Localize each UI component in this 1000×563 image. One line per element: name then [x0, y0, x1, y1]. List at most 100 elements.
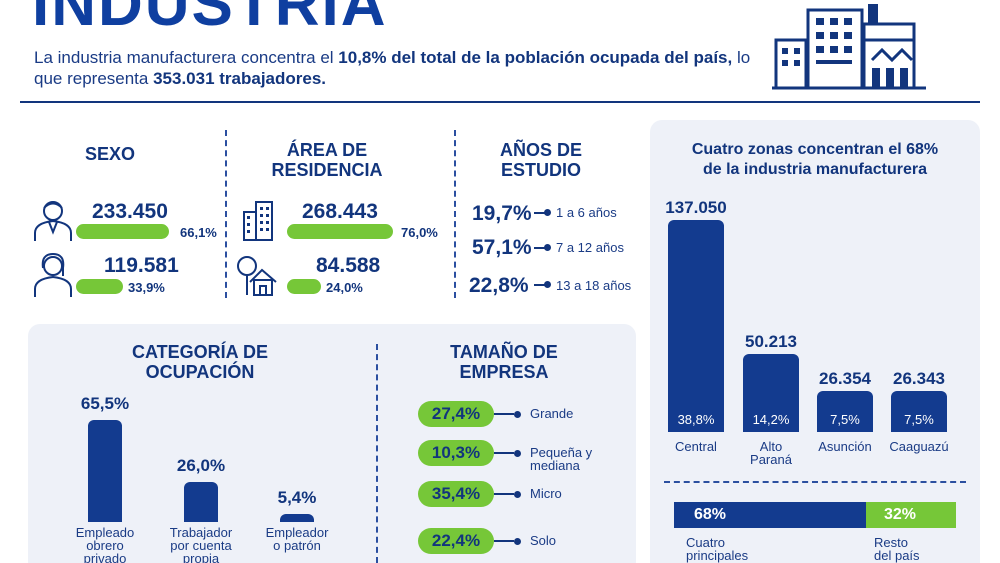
empresa-chart: 27,4% Grande 10,3% Pequeña y mediana 35,4% Mic… [418, 400, 618, 560]
empresa-category-label: Grande [530, 406, 574, 421]
subtitle-text-1: La industria manufacturera concentra el [34, 48, 339, 67]
zona-value-label: 26.343 [893, 369, 945, 388]
connector-dot [514, 538, 521, 545]
page-title: INDUSTRIA [32, 0, 388, 39]
zona-bar [743, 354, 799, 432]
estudio-title: AÑOS DE ESTUDIO [478, 140, 604, 180]
connector-line [534, 247, 546, 249]
subtitle-bold-1: 10,8% del total de la población ocupada … [338, 48, 733, 67]
ocupacion-bar [184, 482, 218, 522]
header-divider [20, 101, 980, 103]
estudio-title-line2: ESTUDIO [500, 160, 581, 180]
sexo-mujeres-value: 119.581 [104, 254, 179, 277]
zonas-chart: 137.050 38,8% Central 50.213 14,2% Alto Paraná… [660, 196, 970, 468]
zona-bar [817, 391, 873, 432]
zona-value-label: 26.354 [819, 369, 871, 388]
zona-share-label: 14,2% [752, 412, 790, 427]
ocupacion-chart: 65,5% Empleado obrero privado 26,0% Trabajado… [60, 380, 360, 563]
area-title-line2: RESIDENCIA [271, 160, 383, 180]
estudio-title-line1: AÑOS DE [499, 140, 582, 160]
connector-dot [544, 244, 551, 251]
empresa-value-pill: 35,4% [418, 481, 494, 507]
man-icon [34, 201, 72, 241]
zona-share-label: 7,5% [830, 412, 860, 427]
connector-line [494, 452, 514, 454]
area-urbana-bar [287, 224, 393, 239]
estudio-pct-2: 57,1% [472, 236, 532, 259]
sexo-hombres-value: 233.450 [92, 200, 168, 223]
estudio-pct-1: 19,7% [472, 202, 532, 225]
area-rural-bar [287, 279, 321, 294]
zona-bar [668, 220, 724, 432]
ocupacion-title: CATEGORÍA DE OCUPACIÓN [110, 342, 290, 382]
page-subtitle: La industria manufacturera concentra el … [34, 47, 774, 89]
empresa-category-label: Pequeña y mediana [530, 445, 593, 473]
zona-category-label: Asunción [818, 439, 872, 454]
connector-line [534, 284, 546, 286]
zona-category-label: Central [675, 439, 717, 454]
subtitle-text-2: lo que representa [34, 48, 751, 88]
split-label-resto: Resto del país [874, 535, 920, 563]
estudio-pct-3: 22,8% [469, 274, 529, 297]
connector-dot [514, 491, 521, 498]
zonas-title-line2: de la industria manufacturera [702, 161, 928, 178]
sexo-hombres-pct: 66,1% [180, 225, 217, 240]
empresa-category-label: Solo [530, 533, 557, 548]
house-tree-icon [237, 256, 277, 296]
sexo-mujeres-bar [76, 279, 123, 294]
divider [225, 130, 227, 298]
ocupacion-title-line1: CATEGORÍA DE [131, 342, 268, 362]
estudio-label-3: 13 a 18 años [556, 278, 632, 293]
zonas-title: Cuatro zonas concentran el 68% de la ind… [660, 140, 970, 180]
empresa-value-pill: 22,4% [418, 528, 494, 554]
connector-dot [544, 209, 551, 216]
divider [664, 481, 966, 483]
zona-share-label: 7,5% [904, 412, 934, 427]
empresa-value-pill: 27,4% [418, 401, 494, 427]
ocupacion-empresa-panel [28, 324, 636, 563]
area-title-line1: ÁREA DE [286, 140, 368, 160]
split-chart: 68% 32% Cuatro principales Resto del país [674, 502, 956, 563]
connector-line [494, 413, 514, 415]
connector-line [494, 493, 514, 495]
zonas-title-line1: Cuatro zonas concentran el 68% [691, 141, 939, 158]
area-urbana-pct: 76,0% [401, 225, 438, 240]
ocupacion-bar [280, 514, 314, 522]
ocupacion-bar-label: 5,4% [277, 488, 317, 507]
divider [454, 130, 456, 298]
divider [376, 344, 378, 563]
zona-value-label: 50.213 [745, 332, 797, 351]
ocupacion-category-label: Empleado obrero privado [75, 525, 135, 563]
area-rural-value: 84.588 [316, 254, 381, 277]
area-urbana-value: 268.443 [302, 200, 378, 223]
ocupacion-category-label: Trabajador por cuenta propia [169, 525, 233, 563]
subtitle-bold-2: 353.031 trabajadores. [153, 69, 327, 88]
ocupacion-bar-label: 26,0% [176, 456, 226, 475]
empresa-title-line1: TAMAÑO DE [450, 342, 558, 362]
empresa-value-pill: 10,3% [418, 440, 494, 466]
area-rural-pct: 24,0% [326, 280, 363, 295]
ocupacion-bar [88, 420, 122, 522]
estudio-label-2: 7 a 12 años [556, 240, 624, 255]
split-label-principales: Cuatro principales [686, 535, 749, 563]
sexo-title: SEXO [84, 144, 136, 164]
area-title: ÁREA DE RESIDENCIA [252, 140, 402, 180]
empresa-title-line2: EMPRESA [459, 362, 549, 382]
factory-icon [772, 4, 926, 90]
ocupacion-category-label: Empleador o patrón [265, 525, 329, 553]
split-segment-principales: 68% [674, 502, 866, 528]
connector-line [534, 212, 546, 214]
zona-value-label: 137.050 [665, 198, 727, 217]
ocupacion-title-line2: OCUPACIÓN [145, 362, 255, 382]
woman-icon [34, 252, 72, 297]
zona-share-label: 38,8% [677, 412, 715, 427]
connector-dot [544, 281, 551, 288]
zona-category-label: Caaguazú [889, 439, 949, 454]
connector-line [494, 540, 514, 542]
estudio-label-1: 1 a 6 años [556, 205, 617, 220]
zona-category-label: Alto Paraná [750, 439, 792, 467]
ocupacion-bar-label: 65,5% [80, 394, 130, 413]
connector-dot [514, 450, 521, 457]
split-segment-resto: 32% [866, 502, 956, 528]
zona-bar [891, 391, 947, 432]
